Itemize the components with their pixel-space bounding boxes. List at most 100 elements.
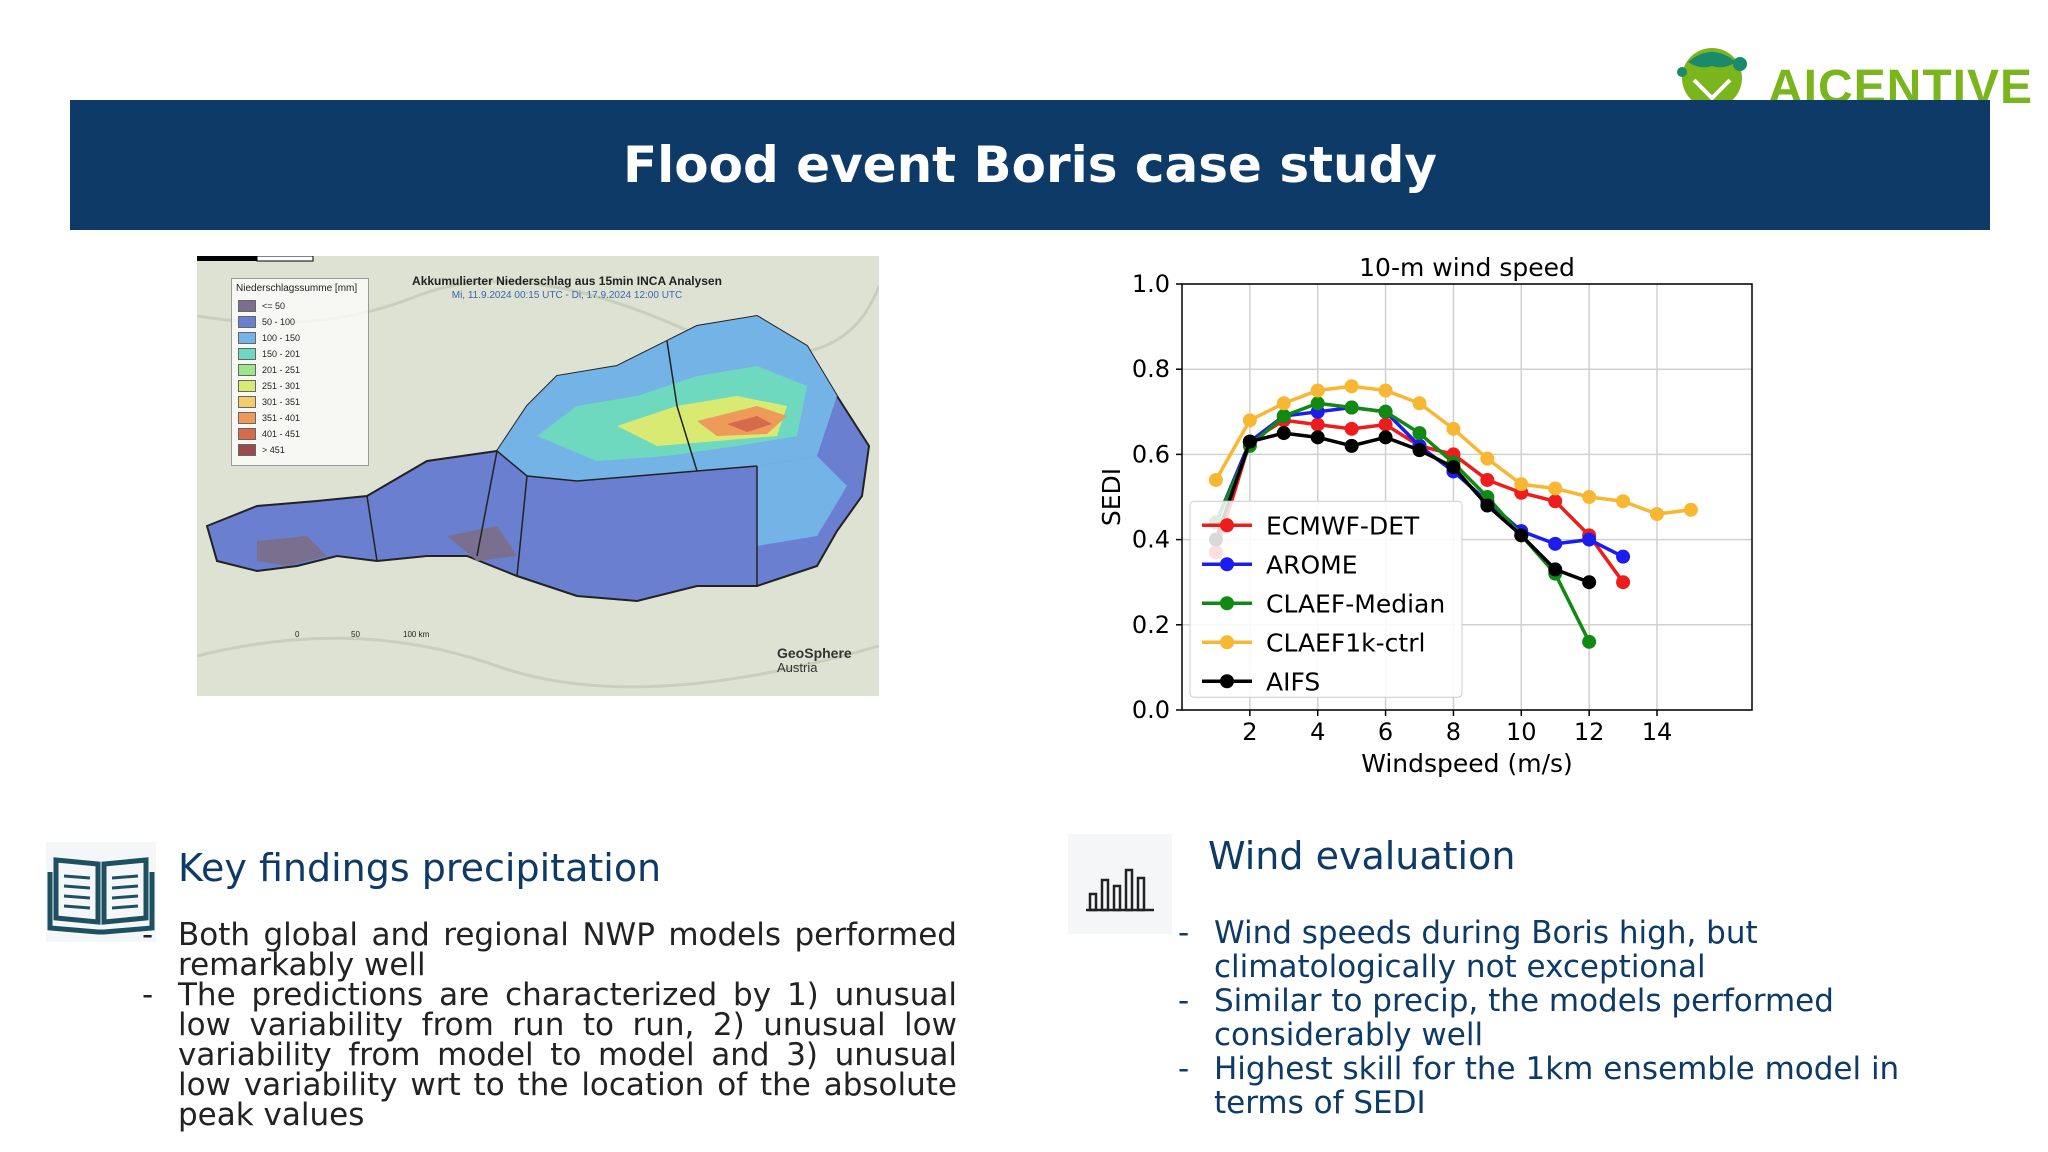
key-findings-title: Key findings precipitation xyxy=(178,846,662,890)
legend-swatch xyxy=(238,331,256,344)
bullet-dash: - xyxy=(1178,983,1190,1019)
legend-marker xyxy=(1220,596,1234,611)
list-item: - Similar to precip, the models performed… xyxy=(1178,983,1834,1053)
list-item: - Highest skill for the 1km ensemble mode… xyxy=(1178,1051,1900,1121)
data-point xyxy=(1412,396,1427,411)
legend-label: 401 - 451 xyxy=(262,428,301,439)
bullet-dash: - xyxy=(1178,915,1190,951)
legend-row: 301 - 351 xyxy=(238,395,300,408)
legend-marker xyxy=(1220,518,1234,533)
data-point xyxy=(1480,451,1495,466)
data-point xyxy=(1412,426,1427,441)
legend-label: 301 - 351 xyxy=(262,396,301,407)
data-point xyxy=(1344,379,1359,394)
data-point xyxy=(1616,494,1631,509)
list-item: - Wind speeds during Boris high, but clim… xyxy=(1178,915,1758,985)
open-book-icon xyxy=(47,857,155,935)
legend-row: 201 - 251 xyxy=(238,363,300,376)
geosphere-sub: Austria xyxy=(777,660,818,675)
y-tick-label: 0.4 xyxy=(1132,526,1170,554)
data-point xyxy=(1582,634,1597,649)
legend-row: 50 - 100 xyxy=(238,315,295,328)
chart-legend-box xyxy=(1189,500,1463,698)
legend-row: 150 - 201 xyxy=(238,347,300,360)
legend-swatch xyxy=(238,443,256,456)
y-axis-label: SEDI xyxy=(1097,468,1126,526)
precipitation-map: Akkumulierter Niederschlag aus 15min INC… xyxy=(197,256,879,696)
list-item: - Both global and regional NWP models per… xyxy=(142,917,957,983)
data-point xyxy=(1480,498,1495,513)
data-point xyxy=(1310,430,1325,445)
geosphere-brand: GeoSphere Austria xyxy=(777,646,852,675)
data-point xyxy=(1548,494,1563,509)
geosphere-name: GeoSphere xyxy=(777,645,852,661)
legend-row: > 451 xyxy=(238,443,285,456)
legend-swatch xyxy=(238,299,256,312)
legend-label: 100 - 150 xyxy=(262,332,301,343)
page-title: Flood event Boris case study xyxy=(622,136,1438,194)
legend-label: 351 - 401 xyxy=(262,412,301,423)
logo-globe-icon xyxy=(1677,48,1747,108)
data-point xyxy=(1446,460,1461,475)
book-icon-box xyxy=(46,842,156,942)
legend-swatch xyxy=(238,363,256,376)
x-tick-label: 2 xyxy=(1242,718,1257,746)
data-point xyxy=(1412,443,1427,458)
legend-swatch xyxy=(238,347,256,360)
legend-label: ECMWF-DET xyxy=(1266,511,1420,540)
legend-label: AIFS xyxy=(1266,667,1320,696)
data-point xyxy=(1310,396,1325,411)
y-tick-label: 0.8 xyxy=(1132,355,1170,383)
data-point xyxy=(1276,396,1291,411)
legend-label: 150 - 201 xyxy=(262,348,301,359)
data-point xyxy=(1344,438,1359,453)
y-tick-label: 0.2 xyxy=(1132,611,1170,639)
legend-swatch xyxy=(238,411,256,424)
map-legend-title: Niederschlagssumme [mm] xyxy=(236,283,358,294)
legend-swatch xyxy=(238,315,256,328)
data-point xyxy=(1650,507,1664,522)
legend-row: <= 50 xyxy=(238,299,285,312)
data-point xyxy=(1276,426,1291,441)
wind-sedi-chart: 2 4 6 8 10 12 14 0.0 0.2 0.4 0.6 0.8 1.0 10-m wind sp… xyxy=(1090,240,1790,790)
legend-label: 201 - 251 xyxy=(262,364,301,375)
data-point xyxy=(1616,549,1631,564)
x-tick-label: 12 xyxy=(1574,718,1605,746)
bar-chart-icon xyxy=(1086,868,1154,912)
data-point xyxy=(1683,502,1698,517)
legend-label: AROME xyxy=(1266,550,1358,579)
legend-marker xyxy=(1220,557,1234,572)
map-title: Akkumulierter Niederschlag aus 15min INC… xyxy=(412,274,722,288)
data-point xyxy=(1378,383,1393,398)
wind-findings-list: - Wind speeds during Boris high, but clim… xyxy=(1178,916,1998,1120)
legend-swatch xyxy=(238,427,256,440)
legend-label: > 451 xyxy=(262,444,285,455)
legend-row: 351 - 401 xyxy=(238,411,300,424)
scale-label-100: 100 km xyxy=(403,630,430,639)
map-scalebar xyxy=(197,256,314,262)
data-point xyxy=(1616,575,1631,590)
bullet-dash: - xyxy=(142,917,154,953)
legend-label: CLAEF-Median xyxy=(1266,589,1445,618)
data-point xyxy=(1344,421,1359,436)
bullet-dash: - xyxy=(1178,1051,1190,1087)
x-tick-label: 4 xyxy=(1310,718,1325,746)
data-point xyxy=(1548,481,1563,496)
legend-marker xyxy=(1220,635,1234,650)
data-point xyxy=(1548,562,1563,577)
map-legend: Niederschlagssumme [mm] <= 50 50 - 100 100… xyxy=(231,278,369,466)
wind-evaluation-title: Wind evaluation xyxy=(1208,834,1516,878)
plot-frame xyxy=(1181,283,1753,711)
header-banner: Flood event Boris case study xyxy=(70,100,1990,230)
legend-marker xyxy=(1220,674,1234,689)
legend-row: 100 - 150 xyxy=(238,331,300,344)
data-point xyxy=(1242,413,1257,428)
chart-title: 10-m wind speed xyxy=(1359,253,1575,282)
y-tick-label: 1.0 xyxy=(1132,270,1170,298)
chart-svg: 2 4 6 8 10 12 14 0.0 0.2 0.4 0.6 0.8 1.0 10-m wind sp… xyxy=(1097,253,1753,778)
y-tick-label: 0.6 xyxy=(1132,440,1170,468)
data-point xyxy=(1514,528,1529,543)
data-point xyxy=(1208,472,1223,487)
legend-label: CLAEF1k-ctrl xyxy=(1266,628,1425,657)
legend-row: 251 - 301 xyxy=(238,379,300,392)
